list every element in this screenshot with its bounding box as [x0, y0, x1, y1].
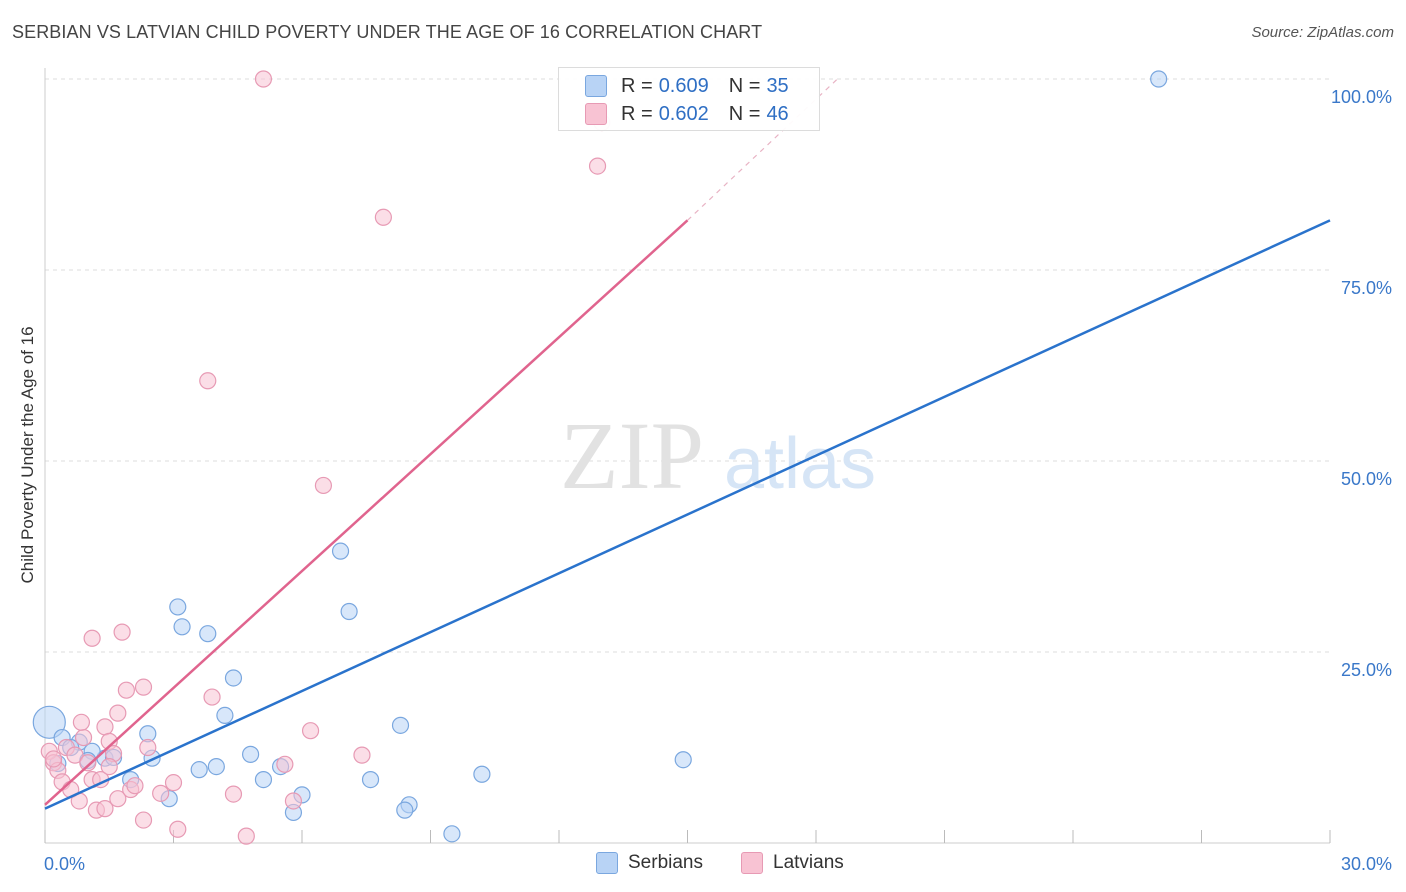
latvian-point-25	[134, 811, 153, 829]
y-tick-label-2: 75.0%	[1341, 278, 1392, 298]
serbian-point-12	[207, 757, 225, 776]
y-tick-labels: 25.0% 50.0% 75.0% 100.0%	[1331, 87, 1392, 680]
latvian-point-21	[113, 623, 131, 641]
serbian-point-11	[199, 625, 217, 643]
latvian-point-34	[237, 827, 255, 845]
latvian-points	[40, 70, 611, 845]
serbians-legend-label: Serbians	[628, 852, 703, 873]
legend-item-latvians[interactable]: Latvians	[741, 852, 844, 874]
latvian-point-11	[83, 629, 101, 647]
latvian-point-29	[164, 774, 183, 792]
latvian-point-15	[96, 800, 114, 818]
latvian-point-19	[109, 790, 127, 808]
latvian-point-31	[199, 372, 217, 390]
legend-item-serbians[interactable]: Serbians	[596, 852, 703, 874]
serbian-point-28	[674, 751, 692, 769]
latvian-trend-line	[44, 219, 689, 806]
latvian-point-9	[72, 713, 91, 731]
latvian-point-41	[374, 208, 392, 226]
watermark-zip: ZIP	[560, 402, 704, 509]
serbian-point-21	[340, 602, 358, 621]
latvian-point-8	[74, 728, 93, 747]
source-label: Source: ZipAtlas.com	[1251, 24, 1394, 41]
latvian-point-24	[126, 777, 144, 795]
latvian-point-6	[66, 746, 84, 764]
x-tick-label-1: 30.0%	[1341, 854, 1392, 874]
watermark: ZIP atlas	[560, 402, 876, 509]
latvian-point-10	[79, 754, 97, 772]
serbian-point-14	[224, 669, 243, 687]
serbian-point-16	[254, 770, 273, 789]
latvian-point-22	[117, 681, 135, 699]
y-tick-label-1: 50.0%	[1341, 469, 1392, 489]
latvian-point-33	[224, 785, 243, 803]
latvian-point-45	[44, 750, 63, 768]
serbian-point-23	[391, 716, 410, 734]
serbian-point-29	[1150, 70, 1168, 88]
latvian-point-35	[254, 70, 273, 88]
latvian-point-36	[276, 755, 294, 773]
serbian-n-label: N =	[728, 74, 761, 97]
latvian-r-label: R =	[621, 102, 653, 125]
serbian-n-value: 35	[766, 74, 789, 97]
latvian-point-38	[301, 722, 320, 740]
latvian-point-44	[100, 757, 118, 776]
latvian-n-value: 46	[766, 102, 789, 125]
serbian-point-15	[242, 745, 260, 763]
serbian-point-9	[173, 618, 191, 636]
stats-legend: R = 0.609 N = 35 R = 0.602 N = 46	[558, 67, 820, 131]
grid-lines	[45, 78, 1330, 653]
latvian-point-42	[588, 157, 607, 175]
latvians-legend-swatch	[741, 852, 763, 874]
serbian-point-13	[216, 706, 234, 725]
serbian-point-8	[169, 598, 187, 616]
serbian-swatch	[585, 75, 607, 97]
serbian-trend-line	[44, 219, 1331, 810]
latvian-point-37	[284, 792, 303, 810]
serbian-point-10	[190, 761, 208, 779]
series-legend: Serbians Latvians	[596, 852, 882, 874]
latvian-point-27	[139, 738, 157, 757]
latvian-point-40	[353, 746, 371, 764]
latvians-legend-label: Latvians	[773, 852, 844, 873]
latvian-point-16	[96, 718, 114, 736]
legend-row-latvians: R = 0.602 N = 46	[585, 102, 789, 126]
latvian-point-26	[134, 678, 153, 696]
latvian-r-value: 0.602	[658, 102, 709, 125]
latvian-swatch	[585, 103, 607, 125]
serbian-point-27	[473, 765, 491, 783]
y-tick-label-0: 25.0%	[1341, 660, 1392, 680]
latvian-point-39	[314, 476, 333, 495]
serbians-legend-swatch	[596, 852, 618, 874]
serbian-point-0	[32, 705, 66, 739]
chart-title: SERBIAN VS LATVIAN CHILD POVERTY UNDER T…	[12, 22, 763, 42]
serbian-point-22	[361, 770, 380, 789]
latvian-n-label: N =	[728, 102, 761, 125]
legend-row-serbians: R = 0.609 N = 35	[585, 74, 789, 98]
serbian-r-label: R =	[621, 74, 653, 97]
serbian-point-26	[443, 825, 461, 843]
serbian-r-value: 0.609	[658, 74, 709, 97]
serbian-point-25	[396, 801, 414, 819]
serbian-point-20	[331, 542, 350, 560]
x-tick-label-0: 0.0%	[44, 854, 85, 874]
latvian-point-30	[169, 820, 187, 838]
latvian-point-20	[109, 704, 127, 722]
x-tick-labels: 0.0% 30.0%	[44, 854, 1392, 874]
y-axis-label: Child Poverty Under the Age of 16	[18, 326, 37, 583]
latvian-point-32	[203, 688, 221, 706]
y-tick-label-3: 100.0%	[1331, 87, 1392, 107]
latvian-point-28	[152, 784, 170, 802]
